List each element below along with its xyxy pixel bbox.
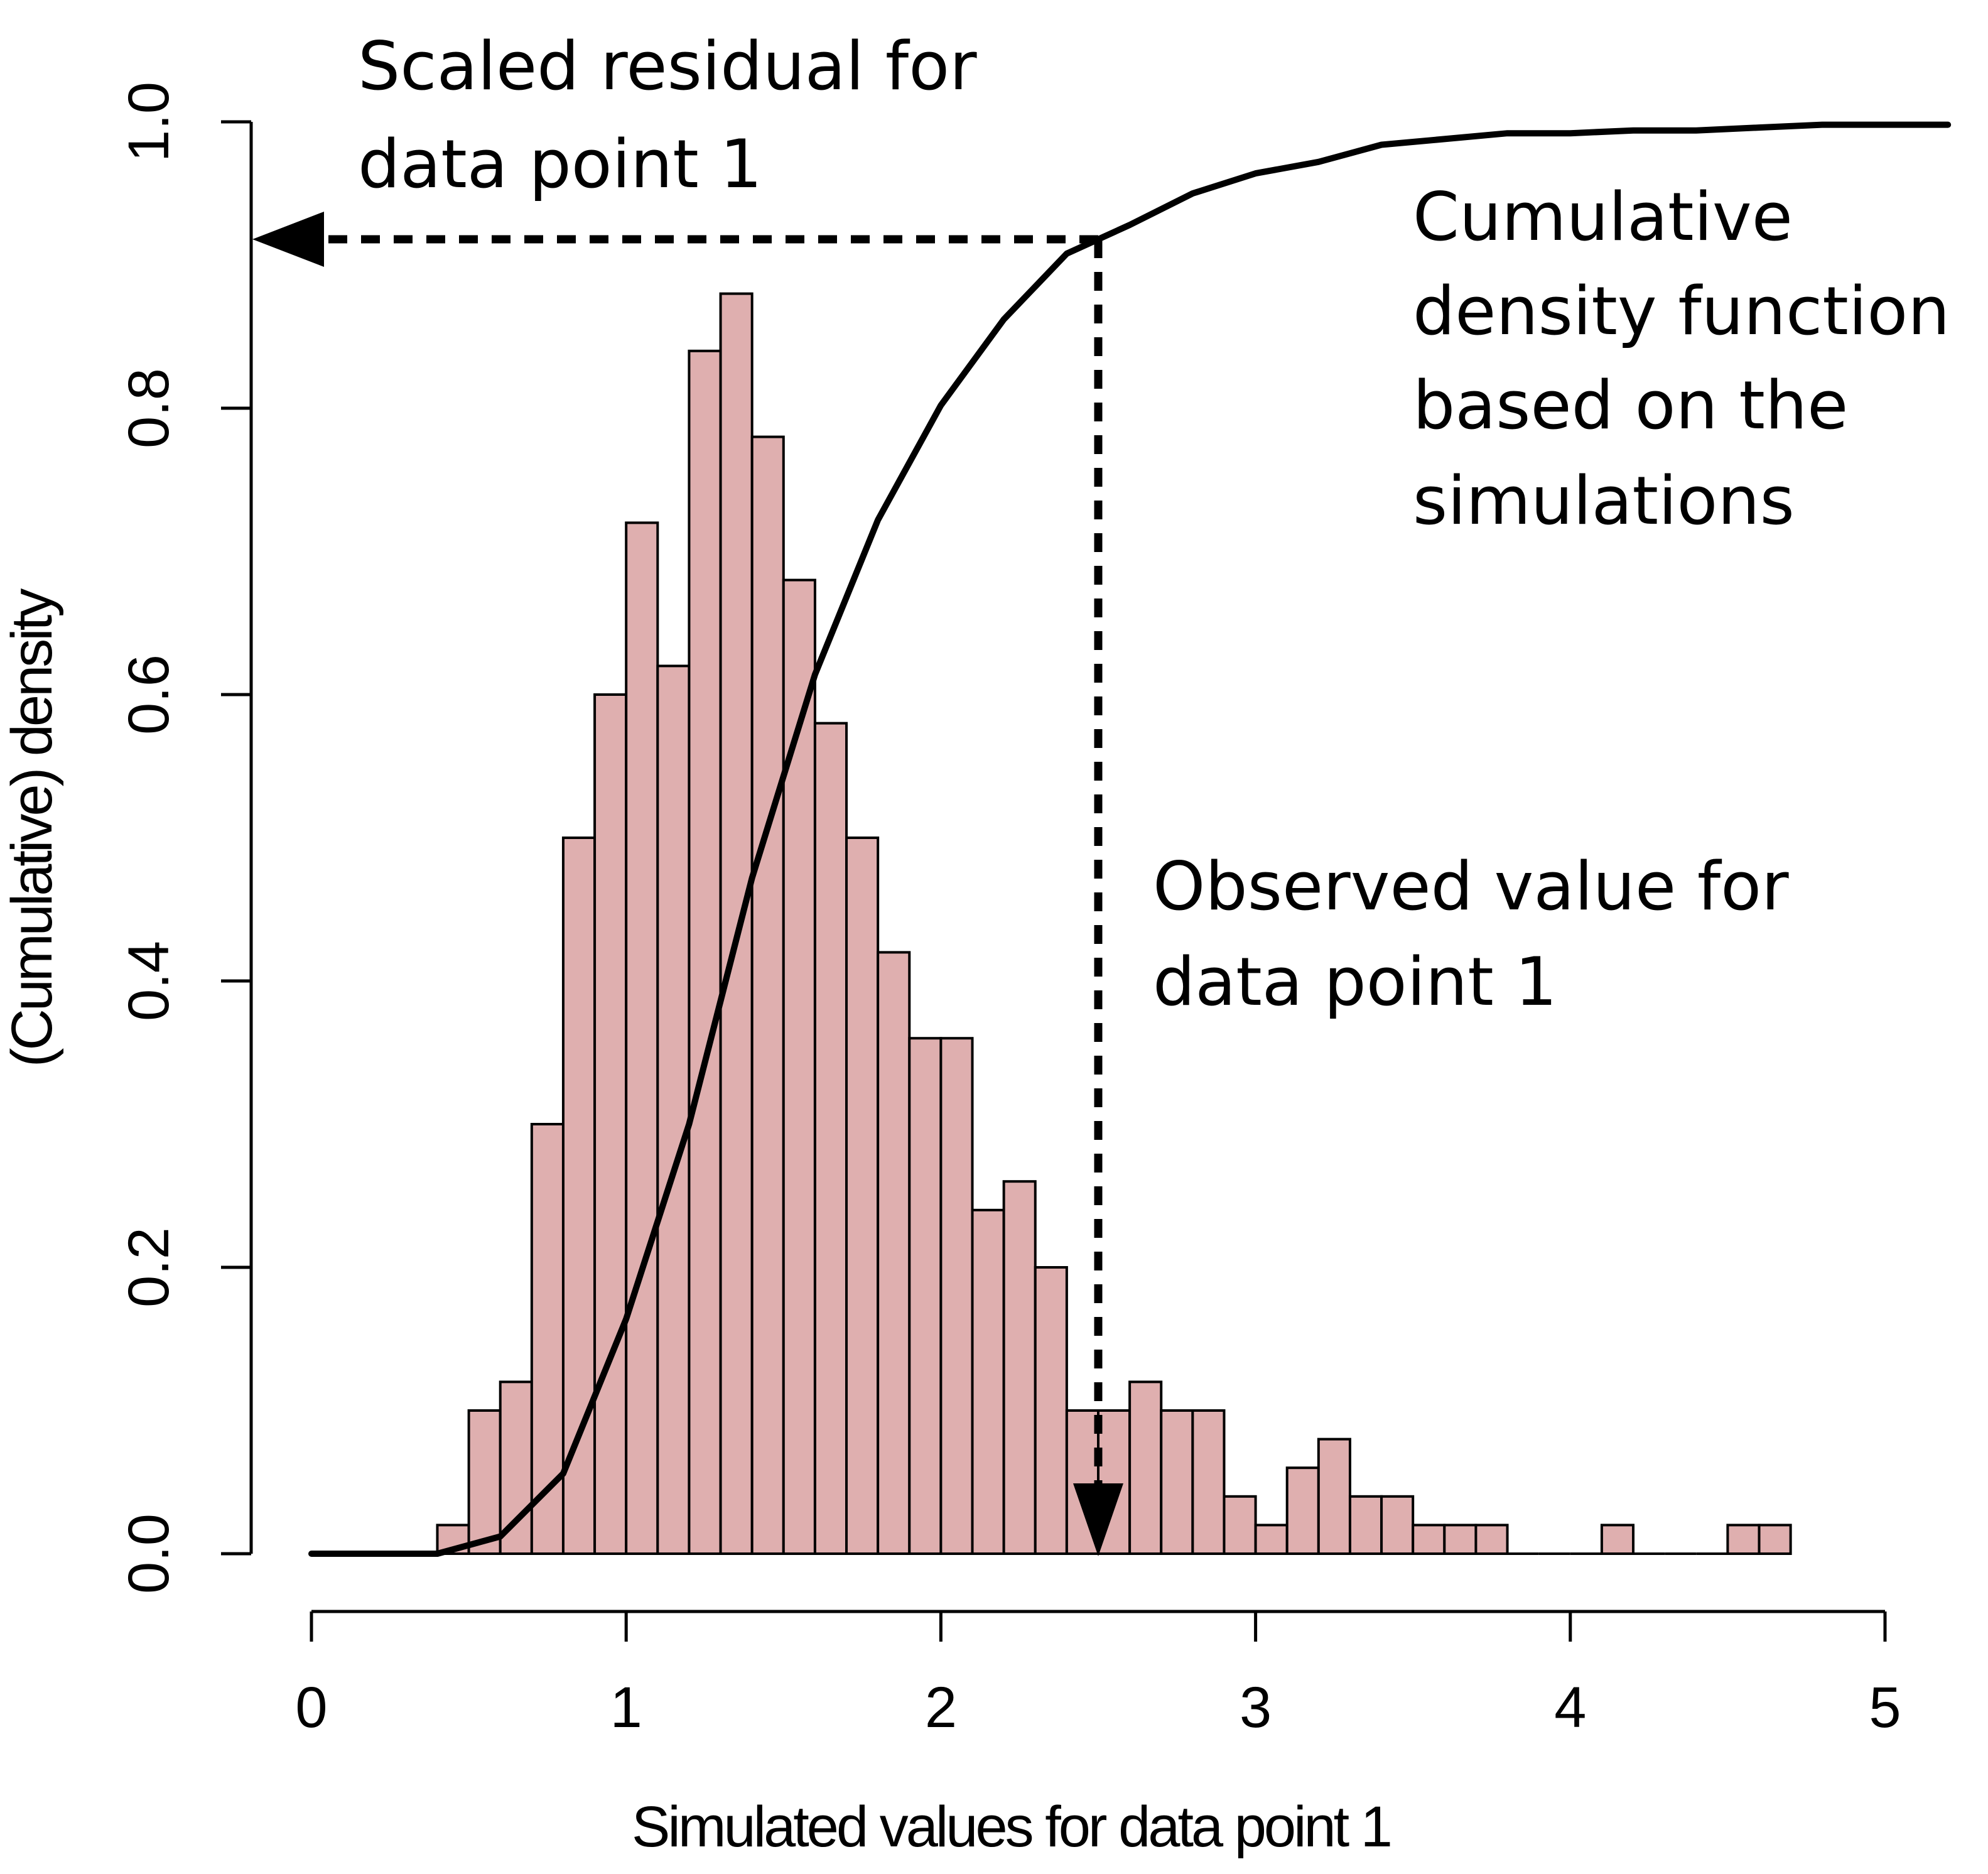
histogram-bar xyxy=(1128,1380,1163,1555)
x-tick-label: 1 xyxy=(610,1676,642,1740)
histogram-bar xyxy=(908,1037,943,1555)
y-tick-label: 0.8 xyxy=(117,368,181,448)
histogram-bar xyxy=(939,1037,974,1555)
histogram-bar xyxy=(1160,1409,1194,1555)
histogram-bar xyxy=(1065,1409,1100,1555)
cdf-line xyxy=(308,121,1952,1557)
annotation-cdf-line-2: density function xyxy=(1413,273,1950,350)
annotation-cdf-line-3: based on the xyxy=(1413,367,1848,444)
histogram-bar xyxy=(625,521,659,1555)
y-tick-label: 0.2 xyxy=(117,1227,181,1308)
x-tick-label: 0 xyxy=(295,1676,327,1740)
cdf-curve-group xyxy=(308,121,1952,1557)
observed-arrow-head xyxy=(1073,1483,1123,1556)
annotation-observed-line-2: data point 1 xyxy=(1153,943,1557,1021)
annotation-residual-line-2: data point 1 xyxy=(358,126,762,203)
y-tick-label: 0.0 xyxy=(117,1514,181,1594)
histogram-bar xyxy=(971,1208,1005,1556)
histogram-bar xyxy=(499,1380,533,1555)
annotation-residual-line-1: Scaled residual for xyxy=(358,28,977,105)
histogram-bar xyxy=(1380,1495,1415,1556)
histogram-bar xyxy=(1317,1438,1351,1556)
histogram-bar xyxy=(1254,1524,1288,1555)
y-tick-label: 0.6 xyxy=(117,654,181,735)
histogram-bar xyxy=(467,1409,502,1555)
annotation-observed-line-1: Observed value for xyxy=(1153,848,1789,925)
y-axis-title: (Cumulative) density xyxy=(0,588,64,1068)
histogram-bars xyxy=(436,292,1792,1556)
guide-lines xyxy=(252,211,1123,1556)
histogram-bar xyxy=(1412,1524,1446,1555)
axes: 0 1 2 3 4 5 0.0 0.2 0.4 0.6 0.8 1.0 xyxy=(117,82,1901,1740)
text-layer: Simulated values for data point 1 (Cumul… xyxy=(0,28,1950,1859)
y-tick-label: 0.4 xyxy=(117,941,181,1021)
histogram-bar xyxy=(1191,1409,1226,1555)
histogram-bar xyxy=(1474,1524,1509,1555)
histogram-bar xyxy=(1034,1266,1068,1555)
y-tick-label: 1.0 xyxy=(117,82,181,162)
histogram-bar xyxy=(1758,1524,1792,1555)
x-axis-title: Simulated values for data point 1 xyxy=(632,1795,1390,1859)
histogram-bar xyxy=(688,349,722,1555)
histogram-bar xyxy=(750,435,785,1555)
x-tick-label: 2 xyxy=(925,1676,957,1740)
histogram-bar xyxy=(1726,1524,1761,1555)
histogram-bar xyxy=(1223,1495,1257,1556)
histogram-bar xyxy=(877,951,911,1555)
histogram-bar xyxy=(656,664,691,1555)
histogram-bar xyxy=(593,693,628,1555)
histogram-bar xyxy=(813,722,848,1555)
annotation-cdf-line-4: simulations xyxy=(1413,462,1795,539)
residual-arrow-head xyxy=(252,211,324,267)
x-tick-label: 5 xyxy=(1869,1676,1901,1740)
histogram-bar xyxy=(782,578,816,1555)
histogram-bar xyxy=(1002,1180,1037,1555)
histogram-bar xyxy=(845,837,880,1555)
annotation-cdf-line-1: Cumulative xyxy=(1413,178,1793,256)
histogram-bar xyxy=(719,292,754,1556)
x-tick-label: 3 xyxy=(1240,1676,1272,1740)
histogram-bar xyxy=(1285,1466,1320,1555)
histogram-bar xyxy=(561,837,597,1555)
histogram-bar xyxy=(1348,1495,1383,1556)
histogram-bar xyxy=(1600,1524,1635,1555)
x-tick-label: 4 xyxy=(1554,1676,1586,1740)
histogram-bar xyxy=(1443,1524,1477,1555)
